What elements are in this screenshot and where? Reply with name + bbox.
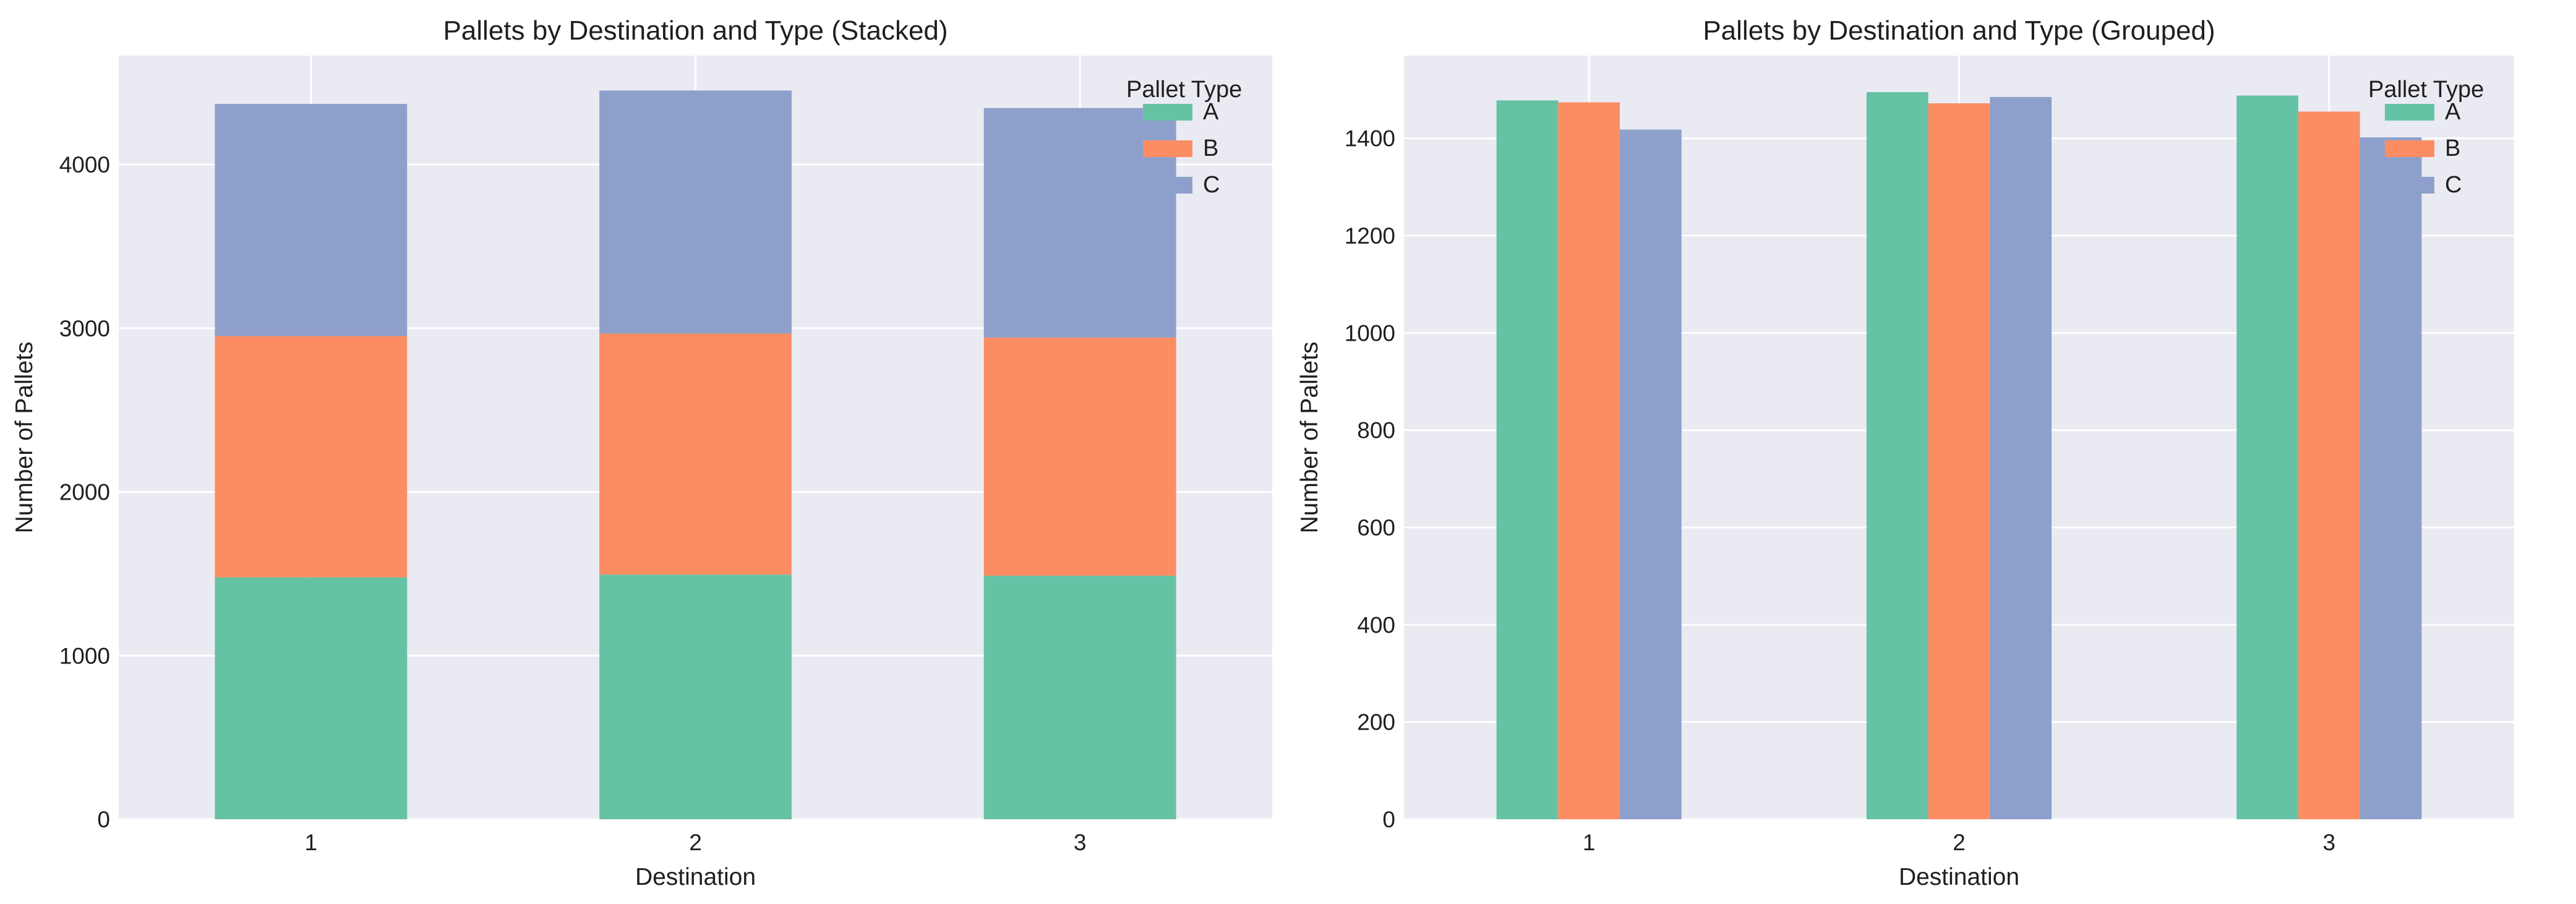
- bar-a-dest-1: [1496, 100, 1559, 820]
- x-tick-label: 3: [2323, 830, 2336, 855]
- legend-swatch-c: [2385, 177, 2434, 194]
- y-tick-label: 0: [1382, 807, 1395, 832]
- bar-a-dest-2: [1866, 92, 1928, 819]
- legend-swatch-b: [1143, 140, 1192, 157]
- y-axis-label: Number of Pallets: [11, 342, 38, 534]
- bar-c-dest-2: [599, 90, 792, 334]
- y-axis-label: Number of Pallets: [1296, 342, 1323, 534]
- y-tick-label: 4000: [59, 152, 110, 177]
- x-tick-label: 2: [689, 830, 702, 855]
- bar-b-dest-2: [1928, 103, 1990, 820]
- legend-label-b: B: [2445, 135, 2460, 161]
- chart-title: Pallets by Destination and Type (Stacked…: [443, 15, 948, 46]
- y-tick-label: 1000: [59, 643, 110, 668]
- bar-a-dest-2: [599, 574, 792, 819]
- bar-a-dest-3: [2236, 95, 2298, 820]
- legend-title: Pallet Type: [1126, 77, 1242, 103]
- bar-c-dest-1: [1620, 129, 1682, 819]
- y-tick-label: 0: [97, 807, 110, 832]
- legend-swatch-a: [1143, 104, 1192, 121]
- bar-b-dest-1: [1558, 102, 1620, 820]
- y-tick-label: 3000: [59, 316, 110, 341]
- bar-b-dest-1: [215, 336, 408, 578]
- x-axis-label: Destination: [635, 864, 756, 890]
- y-tick-label: 1000: [1345, 320, 1395, 346]
- legend-label-a: A: [1203, 99, 1219, 125]
- legend-label-c: C: [1203, 172, 1220, 198]
- legend-title: Pallet Type: [2368, 77, 2484, 103]
- legend-label-c: C: [2445, 172, 2462, 198]
- bar-b-dest-2: [599, 333, 792, 575]
- grouped-bar-chart: 0 200 400 600 800 1000 1200 1400 1 2 3 Pallets by D…: [1296, 15, 2514, 890]
- y-tick-label: 2000: [59, 480, 110, 505]
- legend-label-b: B: [1203, 135, 1218, 161]
- stacked-bar-chart: 0 1000 2000 3000 4000 1 2 3 Pallets by Destinati…: [11, 15, 1272, 890]
- y-tick-label: 600: [1357, 515, 1395, 540]
- legend-label-a: A: [2445, 99, 2461, 125]
- y-tick-label: 200: [1357, 710, 1395, 735]
- bar-c-dest-2: [1990, 96, 2052, 820]
- bar-a-dest-1: [215, 577, 408, 819]
- bar-a-dest-3: [983, 576, 1176, 819]
- legend-swatch-c: [1143, 177, 1192, 194]
- x-tick-label: 1: [305, 830, 318, 855]
- legend-swatch-b: [2385, 140, 2434, 157]
- x-tick-label: 1: [1583, 830, 1596, 855]
- y-tick-label: 1400: [1345, 126, 1395, 151]
- chart-title: Pallets by Destination and Type (Grouped…: [1703, 15, 2215, 46]
- bar-b-dest-3: [983, 337, 1176, 576]
- x-tick-label: 3: [1074, 830, 1087, 855]
- y-tick-label: 1200: [1345, 223, 1395, 249]
- x-axis-label: Destination: [1899, 864, 2019, 890]
- bar-c-dest-3: [2360, 137, 2422, 820]
- y-tick-label: 800: [1357, 418, 1395, 443]
- x-tick-label: 2: [1953, 830, 1966, 855]
- bar-b-dest-3: [2298, 111, 2360, 819]
- y-tick-label: 400: [1357, 612, 1395, 637]
- bar-c-dest-1: [215, 104, 408, 336]
- legend-swatch-a: [2385, 104, 2434, 121]
